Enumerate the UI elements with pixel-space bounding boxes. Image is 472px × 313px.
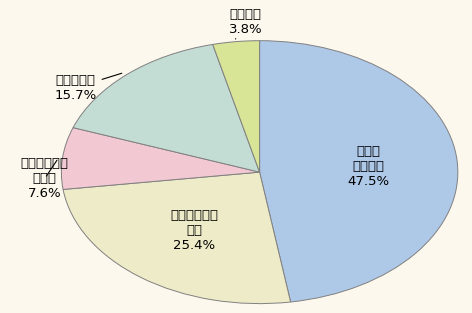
Text: 制御できない
高速度
7.6%: 制御できない 高速度 7.6% bbox=[21, 157, 69, 200]
Wedge shape bbox=[260, 41, 458, 302]
Text: アルコールの
影響
25.4%: アルコールの 影響 25.4% bbox=[170, 208, 219, 252]
Text: 妨害目的
3.8%: 妨害目的 3.8% bbox=[228, 8, 262, 39]
Wedge shape bbox=[61, 128, 260, 189]
Wedge shape bbox=[63, 172, 291, 304]
Wedge shape bbox=[73, 44, 260, 172]
Text: 信号の
殊更無視
47.5%: 信号の 殊更無視 47.5% bbox=[347, 145, 389, 188]
Text: 薬物の影響
15.7%: 薬物の影響 15.7% bbox=[54, 73, 122, 102]
Wedge shape bbox=[213, 41, 260, 172]
